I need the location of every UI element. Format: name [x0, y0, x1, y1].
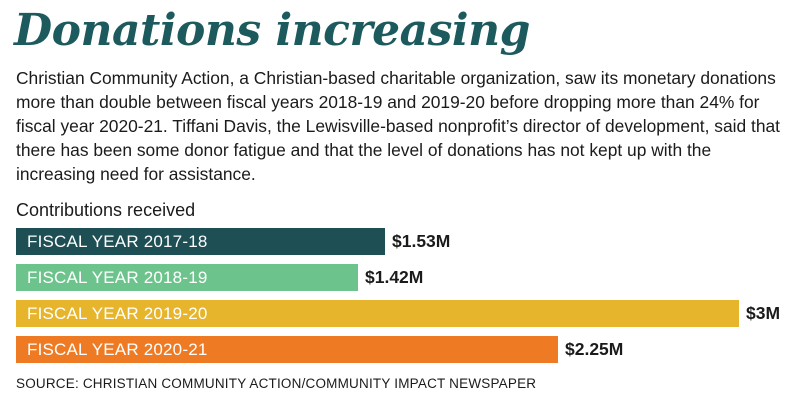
bar-category-label: FISCAL YEAR 2020-21: [27, 340, 208, 359]
source-credit: SOURCE: CHRISTIAN COMMUNITY ACTION/COMMU…: [16, 376, 537, 391]
bar-category-label: FISCAL YEAR 2017-18: [27, 232, 208, 251]
bar-value-label: $2.25M: [565, 339, 624, 359]
bar-value-label: $1.53M: [392, 231, 451, 251]
bar-value-label: $3M: [746, 303, 781, 323]
bar-category-label: FISCAL YEAR 2018-19: [27, 268, 208, 287]
chart-title: Contributions received: [16, 200, 196, 220]
bar-category-label: FISCAL YEAR 2019-20: [27, 304, 208, 323]
bar-3: [16, 300, 739, 327]
headline: Donations increasing: [14, 5, 530, 56]
bar-1: [16, 228, 385, 255]
bar-4: [16, 336, 558, 363]
intro-paragraph: Christian Community Action, a Christian-…: [16, 68, 780, 184]
bar-value-label: $1.42M: [365, 267, 424, 287]
bar-2: [16, 264, 358, 291]
